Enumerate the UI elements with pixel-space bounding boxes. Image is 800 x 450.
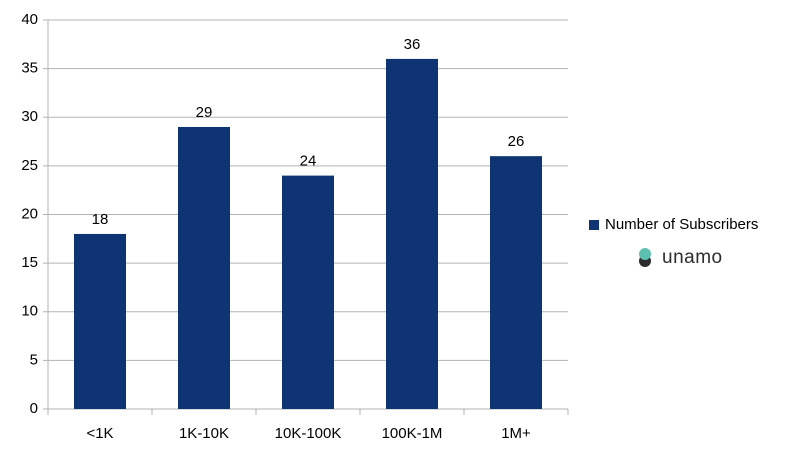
bar xyxy=(178,126,230,409)
y-tick-label: 40 xyxy=(21,11,38,28)
y-tick-label: 15 xyxy=(21,254,38,271)
x-tick-label: 1K-10K xyxy=(179,425,229,442)
logo-text: unamo xyxy=(662,247,723,268)
legend-swatch xyxy=(589,220,599,230)
bar xyxy=(74,233,126,409)
y-tick-label: 20 xyxy=(21,205,38,222)
x-tick-label: 10K-100K xyxy=(275,425,342,442)
y-tick-label: 0 xyxy=(30,400,38,417)
y-tick-label: 25 xyxy=(21,157,38,174)
logo-icon xyxy=(639,248,651,267)
x-tick-label: 1M+ xyxy=(501,425,531,442)
x-tick-label: <1K xyxy=(86,425,113,442)
y-tick-label: 35 xyxy=(21,60,38,77)
data-label: 24 xyxy=(300,153,317,170)
bar xyxy=(490,156,542,409)
data-label: 29 xyxy=(196,104,213,121)
y-tick-label: 5 xyxy=(30,351,38,368)
bar xyxy=(282,175,334,409)
data-label: 18 xyxy=(92,211,109,228)
y-tick-label: 10 xyxy=(21,303,38,320)
data-label: 36 xyxy=(404,36,421,53)
data-label: 26 xyxy=(508,133,525,150)
bar xyxy=(386,58,438,410)
logo-dot-teal xyxy=(639,248,651,260)
legend-label: Number of Subscribers xyxy=(605,216,758,233)
x-tick-label: 100K-1M xyxy=(382,425,443,442)
y-tick-label: 30 xyxy=(21,108,38,125)
